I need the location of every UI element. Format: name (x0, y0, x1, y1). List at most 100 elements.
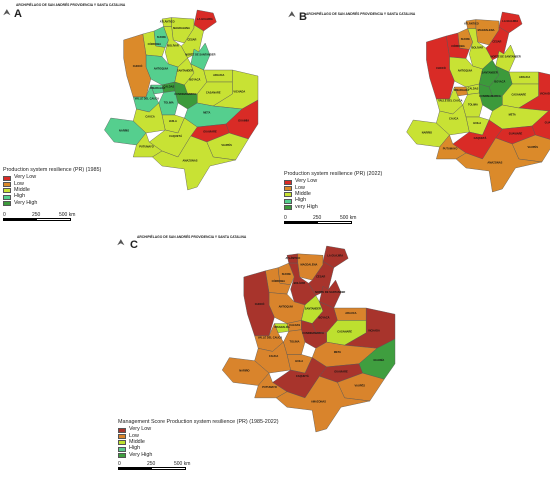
panel-label: C (130, 239, 138, 251)
legend-swatch (118, 446, 126, 452)
department-label: SANTANDER (305, 307, 321, 311)
legend-swatch (284, 192, 292, 198)
legend-label: Very Low (129, 426, 152, 433)
legend-title: Management Score Production system resil… (118, 419, 279, 425)
department-label: NARIÑO (422, 130, 432, 135)
department-label: AMAZONAS (487, 161, 502, 165)
department-label: LA GUAJIRA (197, 17, 213, 21)
legend-label: High (129, 445, 141, 452)
department-label: VALLE DEL CAUCA (438, 99, 462, 103)
scale-label-500: 500 km (174, 461, 191, 467)
department-label: SANTANDER (177, 69, 193, 73)
legend-swatch (284, 179, 292, 185)
archipelago-label: ARCHIPIÉLAGO DE SAN ANDRÉS PROVIDENCIA Y… (16, 3, 126, 7)
department-label: ARAUCA (519, 75, 530, 79)
department-label: CASANARE (511, 93, 526, 97)
legend-label: Very High (14, 199, 38, 206)
department-label: CESAR (492, 39, 501, 43)
legend-item-very-high: Very High (3, 200, 101, 206)
department-label: VAUPÉS (221, 142, 232, 147)
archipelago-label: ARCHIPIÉLAGO DE SAN ANDRÉS PROVIDENCIA Y… (137, 235, 247, 239)
department-label: HUILA (295, 359, 303, 363)
department-label: GUAVIARE (509, 131, 523, 135)
department-label: GUAINÍA (373, 357, 384, 362)
department-label: VAUPÉS (354, 383, 365, 388)
legend-label: Very Low (295, 178, 318, 185)
legend-item-low: Low (3, 181, 101, 187)
department-label: SUCRE (282, 272, 291, 276)
department-label: META (509, 113, 516, 117)
legend-label: Low (14, 180, 24, 187)
department-label: ATLÁNTICO (160, 18, 175, 23)
legend-label: Very High (129, 451, 153, 458)
department-label: CASANARE (206, 91, 221, 95)
department-label: GUAINÍA (238, 118, 249, 123)
department-label: PUTUMAYO (443, 147, 458, 151)
department-label: CESAR (187, 37, 196, 41)
legend-swatch (284, 198, 292, 204)
scale-label-250: 250 (147, 461, 156, 467)
department-label: BOLÍVAR (167, 43, 179, 48)
department-label: ARAUCA (213, 73, 224, 77)
department-label: HUILA (473, 121, 481, 125)
department-label: VICHADA (368, 328, 380, 332)
department-la-guajira (498, 11, 523, 34)
department-label: CAQUETÁ (169, 133, 182, 138)
legend-item-low: Low (284, 185, 382, 191)
department-label: LA GUAJIRA (502, 19, 518, 23)
department-amazonas (152, 135, 236, 191)
department-label: CESAR (316, 274, 325, 278)
panel-label: A (14, 8, 22, 20)
department-label: RISARALDA (274, 325, 289, 329)
legend-swatch (284, 185, 292, 191)
department-label: PUTUMAYO (139, 145, 154, 149)
scale-bar: 0 250 500 km (3, 212, 75, 221)
department-label: PUTUMAYO (262, 385, 277, 389)
legend-label: High (14, 193, 26, 200)
scale-label-0: 0 (3, 212, 6, 218)
legend-swatch (3, 200, 11, 206)
colombia-map: LA GUAJIRA ATLÁNTICO MAGDALENA CESAR BOLÍVAR… (104, 9, 259, 191)
legend-swatch (3, 188, 11, 194)
panel-label: B (299, 11, 307, 23)
department-label: CUNDINAMARCA (479, 94, 501, 98)
department-label: AMAZONAS (311, 400, 326, 404)
scale-bar: 0 250 500 km (118, 461, 190, 470)
department-la-guajira (193, 9, 217, 32)
legend-item-high: High (3, 193, 101, 200)
department-label: CAQUETÁ (296, 373, 309, 378)
map-panel-c: ⮝ C ARCHIPIÉLAGO DE SAN ANDRÉS PROVIDENC… (115, 232, 415, 477)
department-label: VICHADA (540, 92, 550, 96)
department-label: GUAVIARE (203, 129, 217, 133)
legend-item-very-low: Very Low (118, 427, 279, 433)
department-label: MAGDALENA (173, 26, 190, 30)
department-label: CALDAS (289, 323, 300, 327)
department-label: CÓRDOBA (272, 278, 286, 283)
department-label: SUCRE (157, 35, 166, 39)
legend-swatch (284, 204, 292, 210)
legend-swatch (118, 433, 126, 439)
legend-swatch (3, 181, 11, 187)
legend: Production system resilience (PR) (1985)… (3, 167, 101, 206)
department-label: ANTIOQUIA (279, 304, 294, 308)
legend-title: Production system resilience (PR) (2022) (284, 171, 383, 177)
department-label: CAUCA (449, 117, 458, 121)
department-label: SUCRE (461, 37, 470, 41)
scale-label-500: 500 km (59, 212, 76, 218)
legend: Production system resilience (PR) (2022)… (284, 171, 383, 210)
legend-label: Low (129, 432, 139, 439)
department-label: RISARALDA (454, 88, 469, 92)
map-panel-a: ⮝ A ARCHIPIÉLAGO DE SAN ANDRÉS PROVIDENC… (0, 0, 275, 235)
department-amazonas (455, 137, 542, 193)
department-label: VALLE DEL CAUCA (135, 97, 159, 101)
legend-item-middle: Middle (3, 187, 101, 194)
department-label: ANTIOQUIA (154, 66, 169, 70)
department-label: VICHADA (233, 90, 245, 94)
department-label: CALDAS (468, 87, 479, 91)
department-label: GUAINÍA (545, 120, 550, 125)
legend-item-very-high: very High (284, 204, 382, 210)
department-label: BOYACÁ (494, 78, 505, 83)
department-label: CALDAS (163, 85, 174, 89)
legend-swatch (3, 194, 11, 200)
legend-item-very-high: Very High (118, 452, 279, 458)
